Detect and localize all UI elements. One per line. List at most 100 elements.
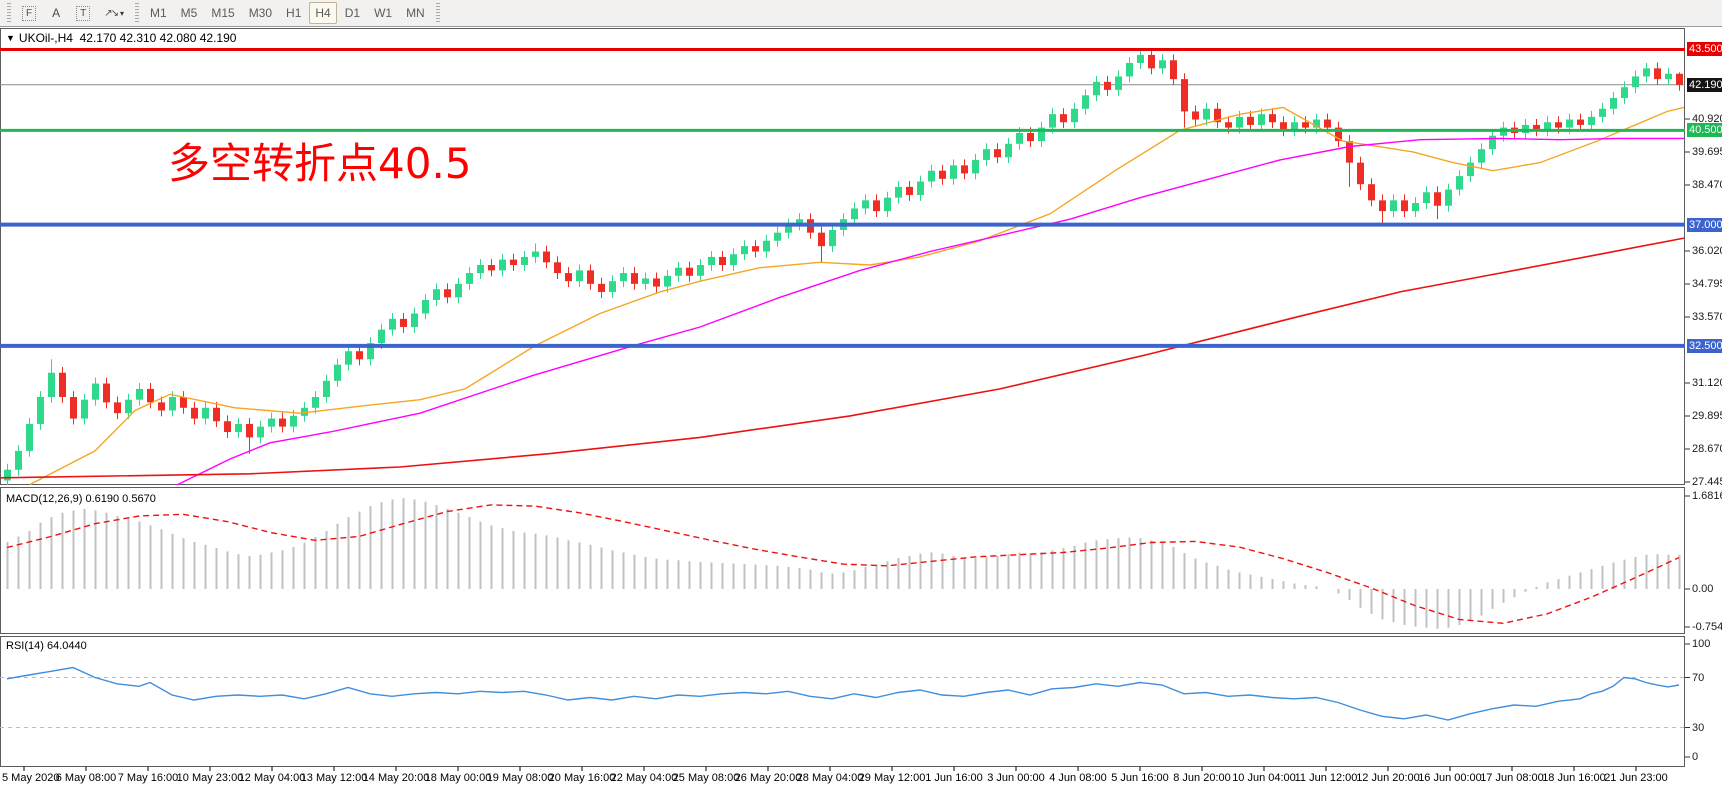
ma-mid-line	[175, 137, 1684, 485]
timeframe-button-mn[interactable]: MN	[400, 2, 431, 24]
candle-body	[1126, 62, 1133, 77]
candle-body	[1478, 149, 1485, 163]
candle-body	[1533, 124, 1540, 131]
arrows-tool-button[interactable]: ↗↘ ▾	[98, 2, 130, 24]
rsi-pane-border	[0, 636, 1685, 767]
candle-body	[202, 407, 209, 419]
candle-body	[1071, 108, 1078, 123]
candle-body	[334, 364, 341, 381]
time-axis-label: 8 Jun 20:00	[1173, 772, 1231, 784]
candle-body	[961, 165, 968, 174]
toolbar-grip[interactable]	[7, 3, 11, 23]
candle-body	[48, 372, 55, 398]
timeframe-button-m5[interactable]: M5	[175, 2, 204, 24]
candle-body	[1236, 116, 1243, 128]
time-axis-label: 6 May 08:00	[55, 772, 117, 784]
candle-body	[1115, 76, 1122, 90]
candle-body	[114, 402, 121, 414]
candle-body	[1665, 73, 1672, 80]
candle-body	[565, 273, 572, 282]
candle-body	[664, 275, 671, 287]
text-tool-button[interactable]: A	[44, 2, 68, 24]
timeframe-button-m1[interactable]: M1	[144, 2, 173, 24]
candle-body	[1368, 184, 1375, 201]
time-axis-label: 4 Jun 08:00	[1049, 772, 1107, 784]
time-axis-label: 3 Jun 00:00	[987, 772, 1045, 784]
time-axis-label: 10 May 23:00	[176, 772, 244, 784]
candle-body	[862, 200, 869, 209]
candle-body	[378, 329, 385, 344]
candle-body	[279, 418, 286, 427]
candle-body	[1423, 192, 1430, 204]
candle-body	[367, 343, 374, 360]
candle-body	[1632, 76, 1639, 88]
macd-pane-border	[0, 487, 1685, 634]
current-price-box: 42.190	[1687, 77, 1722, 92]
candle-body	[1577, 119, 1584, 125]
rsi-axis-label: 100	[1692, 638, 1711, 650]
candle-body	[1324, 119, 1331, 128]
label-tool-button[interactable]: T	[70, 2, 96, 24]
candle-body	[147, 388, 154, 403]
toolbar-grip[interactable]	[135, 3, 139, 23]
fibo-tool-button[interactable]: F	[16, 2, 42, 24]
candle-body	[345, 351, 352, 365]
timeframe-button-d1[interactable]: D1	[339, 2, 366, 24]
candle-body	[796, 219, 803, 225]
candle-body	[1049, 114, 1056, 128]
candle-body	[224, 421, 231, 433]
candle-body	[950, 165, 957, 179]
main-price-pane	[0, 47, 1685, 485]
candle-body	[1621, 87, 1628, 98]
timeframe-button-w1[interactable]: W1	[368, 2, 398, 24]
candle-body	[785, 224, 792, 233]
label-tool-icon: T	[76, 5, 91, 21]
rsi-indicator-value: 64.0440	[46, 640, 87, 652]
candle-body	[1390, 200, 1397, 212]
candle-body	[1588, 116, 1595, 125]
candle-body	[928, 170, 935, 182]
candle-body	[554, 262, 561, 274]
time-axis-label: 12 Jun 20:00	[1356, 772, 1420, 784]
candle-body	[257, 426, 264, 438]
time-axis-label: 21 Jun 23:00	[1604, 772, 1668, 784]
timeframe-button-m30[interactable]: M30	[243, 2, 278, 24]
price-tick-label: 38.470	[1692, 178, 1722, 191]
candle-body	[917, 181, 924, 195]
candle-body	[620, 273, 627, 282]
ohlc-values: 42.170 42.310 42.080 42.190	[79, 31, 237, 45]
candle-body	[906, 186, 913, 195]
macd-axis-label: 0.00	[1692, 583, 1714, 595]
candle-body	[1170, 60, 1177, 80]
time-axis-label: 5 May 2020	[2, 772, 60, 784]
candle-body	[763, 240, 770, 252]
candle-body	[532, 251, 539, 257]
timeframe-button-h4[interactable]: H4	[309, 2, 337, 24]
candle-body	[829, 229, 836, 247]
candle-body	[598, 283, 605, 292]
candle-body	[422, 300, 429, 314]
candle-body	[488, 265, 495, 271]
candle-body	[70, 397, 77, 419]
candle-body	[642, 278, 649, 284]
timeframe-button-m15[interactable]: M15	[205, 2, 240, 24]
timeframe-button-h1[interactable]: H1	[280, 2, 307, 24]
candle-body	[180, 397, 187, 408]
candle-body	[510, 259, 517, 266]
candle-body	[356, 351, 363, 360]
candle-body	[686, 267, 693, 276]
candle-body	[268, 418, 275, 427]
candle-body	[1291, 122, 1298, 131]
candle-body	[1181, 79, 1188, 112]
candle-body	[741, 246, 748, 255]
rsi-axis-label: 70	[1692, 671, 1705, 684]
price-level-box-40.500: 40.500	[1687, 123, 1722, 138]
candle-body	[1159, 60, 1166, 69]
candle-body	[1060, 114, 1067, 123]
toolbar-grip[interactable]	[435, 3, 440, 23]
rsi-axis-label: 30	[1692, 721, 1705, 734]
candle-body	[477, 265, 484, 274]
symbol-dropdown-icon[interactable]: ▼	[6, 33, 15, 43]
price-level-box-37.000: 37.000	[1687, 217, 1722, 232]
